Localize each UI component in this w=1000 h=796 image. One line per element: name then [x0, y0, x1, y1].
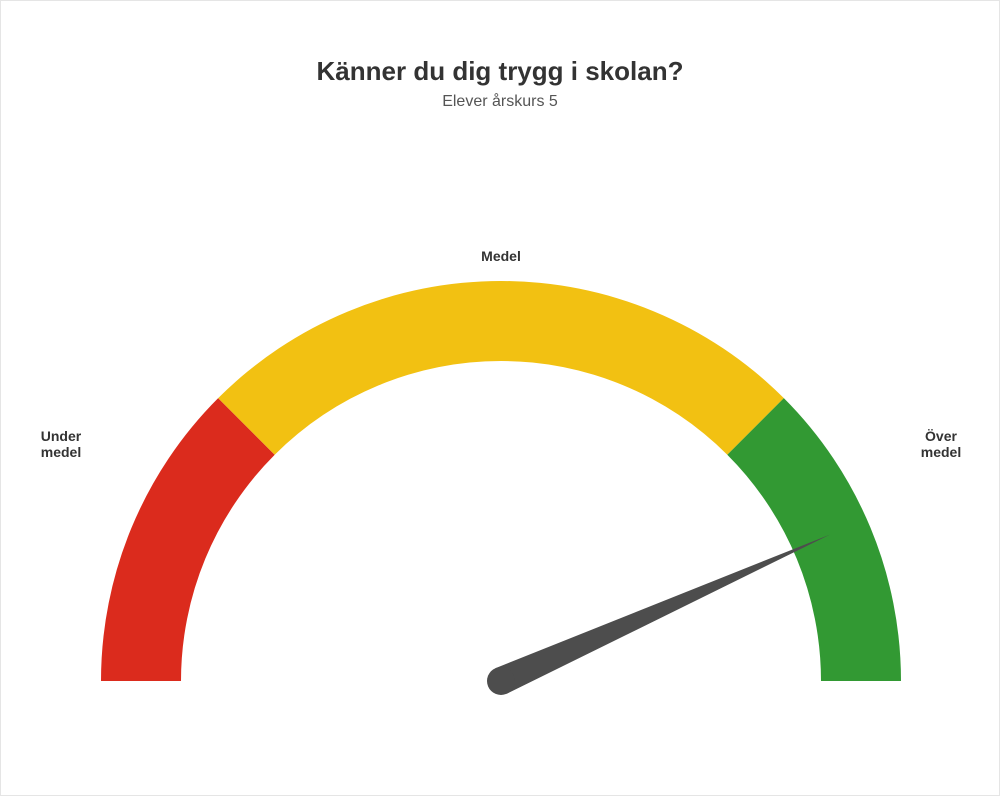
- gauge-segment-2: [727, 398, 901, 681]
- gauge-container: Undermedel Medel Övermedel: [1, 121, 1000, 741]
- gauge-segment-label-0: Undermedel: [41, 428, 82, 460]
- gauge-segment-1: [218, 281, 784, 455]
- gauge-segment-label-1: Medel: [481, 248, 521, 264]
- gauge-segment-0: [101, 398, 275, 681]
- chart-title: Känner du dig trygg i skolan?: [1, 56, 999, 87]
- title-block: Känner du dig trygg i skolan? Elever års…: [1, 56, 999, 111]
- gauge-needle-hub: [487, 667, 515, 695]
- chart-subtitle: Elever årskurs 5: [1, 93, 999, 111]
- gauge-chart: Undermedel Medel Övermedel: [1, 121, 1000, 741]
- gauge-segment-label-2: Övermedel: [921, 428, 961, 460]
- gauge-card: Känner du dig trygg i skolan? Elever års…: [0, 0, 1000, 796]
- gauge-needle: [495, 535, 830, 694]
